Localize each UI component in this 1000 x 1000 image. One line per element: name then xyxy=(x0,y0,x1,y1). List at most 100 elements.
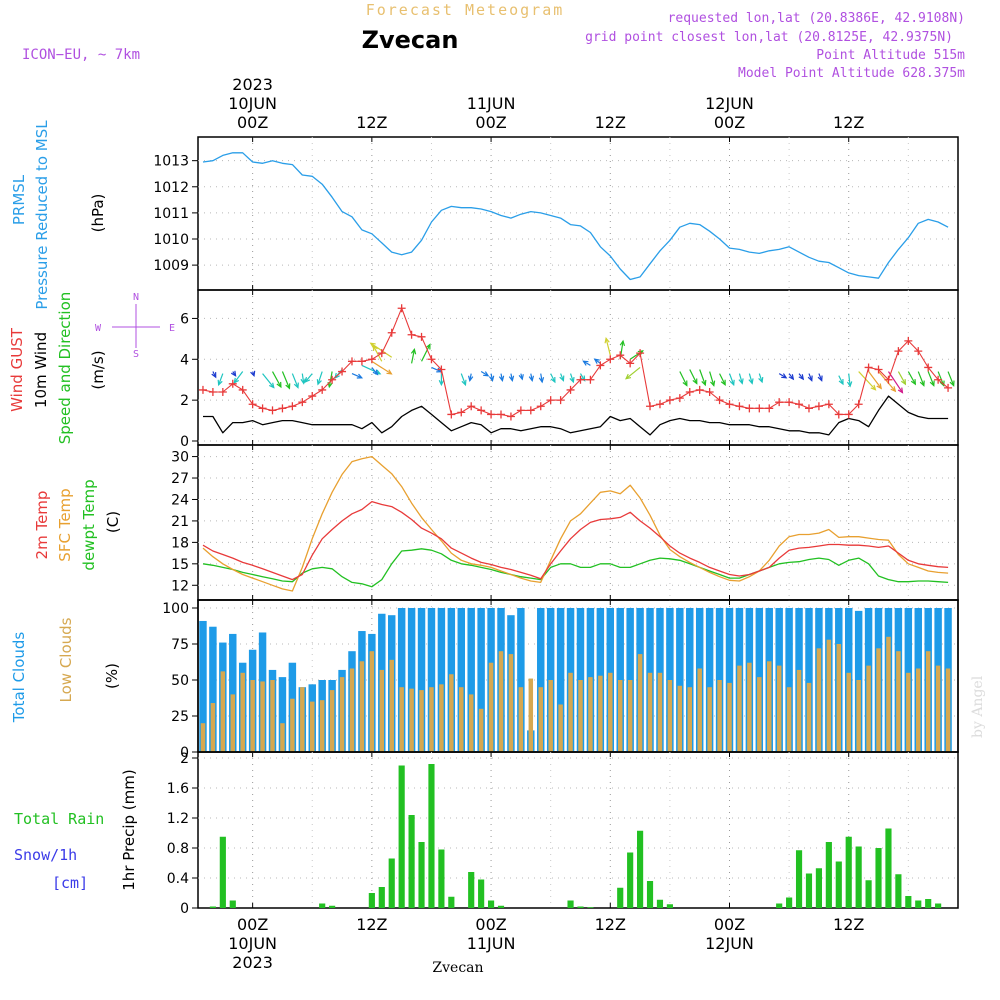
rain-bar xyxy=(378,887,385,908)
wind-arrow-head xyxy=(738,378,744,385)
wind-arrow-shaft xyxy=(540,373,543,383)
rain-bar xyxy=(795,850,803,908)
y-tick-label: 6 xyxy=(180,311,189,327)
gust-marker xyxy=(735,402,744,411)
gust-marker xyxy=(636,349,645,358)
wind-arrow-shaft xyxy=(372,345,383,362)
low-cloud-bar xyxy=(906,672,911,752)
rain-bar xyxy=(329,905,336,908)
time-axis-label: 11JUN xyxy=(467,94,516,113)
gust-marker xyxy=(298,398,307,407)
total-cloud-bar xyxy=(407,608,416,752)
gust-marker xyxy=(556,396,565,405)
wind-arrow xyxy=(738,373,744,385)
low-cloud-bar xyxy=(439,684,444,752)
wind-arrow-shaft xyxy=(848,373,851,387)
gust-marker xyxy=(258,404,267,413)
total-cloud-bar xyxy=(467,608,475,752)
y-tick-label: 25 xyxy=(171,709,189,725)
rain-bar xyxy=(617,887,624,908)
low-cloud-bar xyxy=(329,690,335,752)
low-cloud-bar xyxy=(886,636,891,752)
compass-north: N xyxy=(133,292,139,303)
model-point-altitude: Model Point Altitude 628.375m xyxy=(738,66,965,81)
total-cloud-bar xyxy=(705,608,714,752)
low-cloud-bar xyxy=(617,680,623,752)
low-cloud-bar xyxy=(836,644,842,752)
wind-arrow-shaft xyxy=(878,371,896,392)
rain-bar xyxy=(855,846,862,908)
wind-arrow xyxy=(291,373,299,389)
rain-bar xyxy=(219,836,226,908)
wind-arrow-shaft xyxy=(625,366,641,380)
gust-marker xyxy=(646,402,655,411)
low-cloud-bar xyxy=(240,672,245,752)
wind-arrow-head xyxy=(582,360,589,366)
gust-marker xyxy=(228,379,237,388)
wind-arrow xyxy=(518,373,524,381)
wind-arrow xyxy=(758,373,764,384)
rain-bar xyxy=(448,896,455,908)
total-cloud-bar xyxy=(537,608,545,752)
wind-arrow-shaft xyxy=(858,371,876,391)
gust-marker xyxy=(427,355,436,364)
temperature-panel: 12 15 18 21 24 27 30 xyxy=(171,444,959,601)
compass-west: W xyxy=(95,323,102,334)
low-cloud-bar xyxy=(667,680,673,752)
y-tick-label: 1009 xyxy=(153,258,189,274)
gust-marker xyxy=(795,400,804,409)
wind-arrow-head xyxy=(682,380,688,387)
low-cloud-bar xyxy=(518,687,524,752)
wind-arrow xyxy=(689,369,698,385)
rain-bar xyxy=(646,881,654,908)
wind-arrow xyxy=(947,371,955,387)
wind-arrow-head xyxy=(748,378,754,385)
wind-arrow xyxy=(538,373,545,384)
wind-arrow xyxy=(788,373,795,381)
gust-marker xyxy=(944,383,953,392)
time-axis-label: 12JUN xyxy=(705,934,754,953)
y-tick-label: 0 xyxy=(180,434,189,450)
wind-arrow-head xyxy=(876,383,883,390)
wind-arrow-shaft xyxy=(550,373,556,383)
gust-marker xyxy=(834,410,843,419)
total-cloud-bar xyxy=(517,608,525,752)
gust-marker xyxy=(288,402,297,411)
wind-arrow-shaft xyxy=(897,371,906,385)
wind-arrow-shaft xyxy=(371,360,392,375)
label-snow-1h: Snow/1h xyxy=(14,846,77,864)
label-10m-wind: 10m Wind xyxy=(32,332,50,408)
low-cloud-bar xyxy=(558,704,563,752)
low-cloud-bar xyxy=(538,687,543,752)
low-cloud-bar xyxy=(826,639,832,752)
wind-compass: N S W E xyxy=(95,292,175,360)
wind-arrow-head xyxy=(528,375,535,382)
wind-arrow-shaft xyxy=(887,371,903,393)
total-cloud-bar xyxy=(199,620,207,752)
rain-bar xyxy=(487,900,495,908)
label-sfc-temp: SFC Temp xyxy=(56,488,74,561)
wind-arrow-head xyxy=(285,383,291,390)
rain-bar xyxy=(786,897,793,908)
wind-arrow-head xyxy=(788,374,795,381)
label-c-unit: (C) xyxy=(104,511,122,533)
time-axis-label: 12Z xyxy=(833,113,864,132)
rain-bar xyxy=(885,828,892,908)
wind-arrow xyxy=(719,373,726,387)
time-axis-label: 11JUN xyxy=(467,934,516,953)
low-cloud-bar xyxy=(806,682,812,752)
low-cloud-bar xyxy=(945,668,951,752)
wind-arrow-head xyxy=(838,379,844,386)
low-cloud-bar xyxy=(290,698,295,752)
wind-arrow-head xyxy=(293,382,299,389)
total-cloud-bar xyxy=(477,608,485,752)
sfc-temp-line xyxy=(202,455,949,592)
wind-arrow-head xyxy=(300,378,306,385)
rain-bar xyxy=(368,893,375,908)
wind-arrow-head xyxy=(498,375,505,382)
wind-arrow-head xyxy=(949,380,955,387)
gust-marker xyxy=(546,396,555,405)
gust-marker xyxy=(238,385,247,394)
y-tick-label: 27 xyxy=(171,471,189,487)
wind-arrow xyxy=(569,373,575,384)
